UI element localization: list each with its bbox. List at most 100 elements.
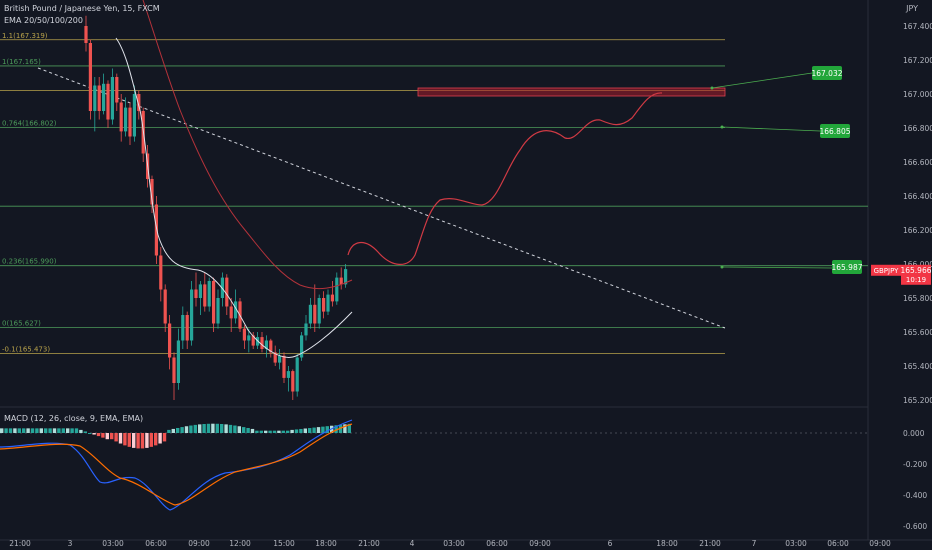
candle-body[interactable] (278, 355, 282, 363)
candle-body[interactable] (212, 281, 216, 324)
trend-line[interactable] (37, 67, 726, 329)
target-price-badge[interactable] (832, 260, 862, 274)
candle-body[interactable] (132, 94, 136, 137)
target-price-badge[interactable] (820, 124, 850, 138)
candle-body[interactable] (269, 340, 273, 353)
candle-body[interactable] (242, 328, 246, 341)
macd-histogram-bar (79, 429, 83, 433)
candle-body[interactable] (163, 289, 167, 324)
candle-body[interactable] (168, 323, 172, 358)
macd-histogram-bar (105, 433, 109, 440)
macd-histogram-bar (281, 430, 285, 433)
candle-body[interactable] (291, 371, 295, 392)
macd-histogram-bar (92, 433, 96, 435)
macd-histogram-bar (17, 428, 21, 433)
candle-body[interactable] (326, 294, 330, 312)
macd-histogram-bar (13, 428, 17, 433)
candle-body[interactable] (115, 77, 119, 103)
price-tick-label: 165.400 (903, 362, 932, 371)
candle-body[interactable] (308, 304, 312, 324)
candle-body[interactable] (322, 298, 326, 312)
candle-body[interactable] (344, 269, 348, 285)
target-pointer-dot (720, 265, 724, 269)
macd-histogram-bar (149, 433, 153, 447)
macd-histogram-bar (30, 428, 35, 433)
macd-histogram-bar (316, 427, 321, 433)
candle-body[interactable] (313, 304, 317, 324)
signal-line[interactable] (0, 423, 353, 506)
current-price-badge (901, 264, 931, 285)
candle-body[interactable] (282, 355, 286, 378)
candle-body[interactable] (194, 289, 198, 299)
candle-body[interactable] (93, 85, 97, 112)
candle-body[interactable] (128, 107, 132, 137)
candle-body[interactable] (176, 340, 180, 384)
candle-body[interactable] (106, 83, 110, 120)
target-price-label: 167.032 (811, 69, 842, 78)
candle-body[interactable] (339, 277, 343, 285)
candle-body[interactable] (304, 323, 308, 336)
candle-body[interactable] (295, 357, 299, 392)
candle-body[interactable] (124, 107, 128, 132)
macd-histogram-bar (193, 424, 197, 433)
candle-body[interactable] (154, 204, 158, 256)
ema-legend[interactable]: EMA 20/50/100/200 (4, 16, 83, 25)
macd-histogram-bar (39, 428, 43, 433)
price-tick-label: 166.800 (903, 124, 932, 133)
ticker-badge-label: GBPJPY (874, 267, 900, 275)
target-price-badge[interactable] (812, 66, 842, 80)
macd-histogram-bar (123, 433, 127, 446)
candle-body[interactable] (84, 26, 88, 43)
candle-body[interactable] (300, 335, 304, 358)
macd-histogram-bar (334, 425, 338, 433)
candle-body[interactable] (207, 281, 211, 307)
candle-body[interactable] (150, 179, 154, 205)
candle-body[interactable] (225, 277, 229, 307)
price-tick-label: 167.200 (903, 56, 932, 65)
candle-body[interactable] (247, 335, 251, 341)
ema-fast-line[interactable] (115, 37, 353, 358)
candle-body[interactable] (119, 102, 123, 132)
candle-body[interactable] (273, 352, 277, 363)
candle-body[interactable] (172, 357, 176, 384)
price-tick-label: 166.000 (903, 260, 932, 269)
candle-body[interactable] (251, 335, 255, 346)
macd-histogram-bar (101, 433, 105, 438)
candle-body[interactable] (317, 298, 321, 324)
macd-histogram-bar (74, 428, 79, 433)
candle-body[interactable] (137, 94, 141, 111)
target-zone-box[interactable] (417, 87, 726, 97)
candle-body[interactable] (216, 298, 220, 324)
fib-level-label: 1(167.165) (2, 58, 41, 66)
candle-body[interactable] (198, 284, 202, 298)
candle-body[interactable] (102, 83, 106, 111)
candle-body[interactable] (159, 255, 163, 290)
time-tick-label: 4 (410, 539, 415, 548)
candle-body[interactable] (264, 340, 268, 350)
macd-histogram-bar (237, 426, 241, 433)
macd-histogram-bar (35, 428, 39, 433)
candle-body[interactable] (330, 294, 334, 302)
candle-body[interactable] (286, 371, 290, 378)
ema-slow-line[interactable] (142, 0, 353, 290)
projection-path[interactable] (347, 92, 663, 265)
candle-body[interactable] (229, 306, 233, 319)
macd-histogram-bar (286, 430, 290, 433)
candle-body[interactable] (185, 315, 189, 341)
macd-line[interactable] (0, 419, 353, 511)
candle-body[interactable] (97, 85, 101, 112)
macd-histogram-bar (202, 424, 206, 433)
candle-body[interactable] (110, 77, 114, 120)
macd-legend[interactable]: MACD (12, 26, close, 9, EMA, EMA) (4, 414, 144, 423)
candle-body[interactable] (335, 277, 339, 302)
candle-body[interactable] (234, 301, 238, 319)
candle-body[interactable] (181, 315, 185, 341)
candle-body[interactable] (88, 43, 92, 111)
macd-histogram-bar (171, 428, 175, 433)
macd-histogram-bar (167, 429, 171, 433)
macd-histogram-bar (259, 430, 263, 433)
candle-body[interactable] (203, 284, 207, 307)
candle-body[interactable] (260, 337, 264, 349)
candle-body[interactable] (190, 289, 194, 341)
